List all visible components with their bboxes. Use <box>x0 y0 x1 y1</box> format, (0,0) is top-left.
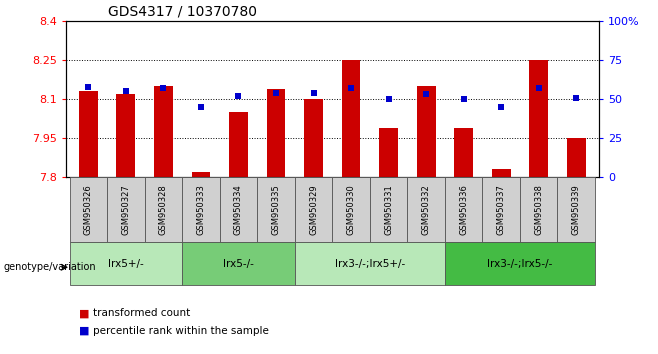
Text: GDS4317 / 10370780: GDS4317 / 10370780 <box>109 5 257 19</box>
Bar <box>229 112 248 177</box>
Text: GSM950336: GSM950336 <box>459 184 468 235</box>
Bar <box>492 169 511 177</box>
Bar <box>79 91 97 177</box>
Bar <box>370 177 407 242</box>
Text: GSM950333: GSM950333 <box>197 184 205 235</box>
Bar <box>520 177 557 242</box>
Bar <box>182 177 220 242</box>
Text: GSM950334: GSM950334 <box>234 184 243 235</box>
Text: lrx3-/-;lrx5-/-: lrx3-/-;lrx5-/- <box>488 259 553 269</box>
Text: GSM950337: GSM950337 <box>497 184 506 235</box>
Bar <box>145 177 182 242</box>
Bar <box>70 242 182 285</box>
Point <box>459 96 469 102</box>
Bar <box>191 172 211 177</box>
Text: transformed count: transformed count <box>93 308 191 318</box>
Text: genotype/variation: genotype/variation <box>3 262 96 272</box>
Text: GSM950327: GSM950327 <box>121 184 130 235</box>
Bar <box>407 177 445 242</box>
Point <box>496 104 507 110</box>
Point <box>270 90 281 96</box>
Text: GSM950326: GSM950326 <box>84 184 93 235</box>
Text: percentile rank within the sample: percentile rank within the sample <box>93 326 269 336</box>
Text: GSM950338: GSM950338 <box>534 184 544 235</box>
Point <box>158 85 168 91</box>
Point <box>195 104 206 110</box>
Point <box>421 92 432 97</box>
Point <box>571 95 582 101</box>
Text: ■: ■ <box>79 326 89 336</box>
Bar <box>107 177 145 242</box>
Point <box>346 85 357 91</box>
Bar <box>529 60 548 177</box>
Text: ■: ■ <box>79 308 89 318</box>
Bar <box>445 242 595 285</box>
Bar <box>257 177 295 242</box>
Bar <box>445 177 482 242</box>
Text: GSM950335: GSM950335 <box>272 184 280 235</box>
Text: GSM950329: GSM950329 <box>309 184 318 235</box>
Text: lrx5+/-: lrx5+/- <box>108 259 143 269</box>
Bar <box>567 138 586 177</box>
Text: GSM950332: GSM950332 <box>422 184 430 235</box>
Bar <box>295 242 445 285</box>
Bar <box>295 177 332 242</box>
Bar <box>266 89 286 177</box>
Text: lrx5-/-: lrx5-/- <box>223 259 254 269</box>
Bar <box>454 128 473 177</box>
Bar <box>332 177 370 242</box>
Point <box>120 88 131 94</box>
Bar <box>70 177 107 242</box>
Point <box>384 96 394 102</box>
Bar <box>379 128 398 177</box>
Bar <box>342 60 361 177</box>
Text: GSM950331: GSM950331 <box>384 184 393 235</box>
Point <box>534 85 544 91</box>
Bar <box>482 177 520 242</box>
Bar <box>154 86 173 177</box>
Text: lrx3-/-;lrx5+/-: lrx3-/-;lrx5+/- <box>335 259 405 269</box>
Bar <box>304 99 323 177</box>
Bar <box>220 177 257 242</box>
Bar <box>182 242 295 285</box>
Point <box>308 90 318 96</box>
Bar <box>116 94 136 177</box>
Text: GSM950328: GSM950328 <box>159 184 168 235</box>
Text: GSM950339: GSM950339 <box>572 184 581 235</box>
Point <box>233 93 243 99</box>
Text: GSM950330: GSM950330 <box>347 184 355 235</box>
Point <box>83 84 93 90</box>
Bar <box>557 177 595 242</box>
Bar <box>417 86 436 177</box>
